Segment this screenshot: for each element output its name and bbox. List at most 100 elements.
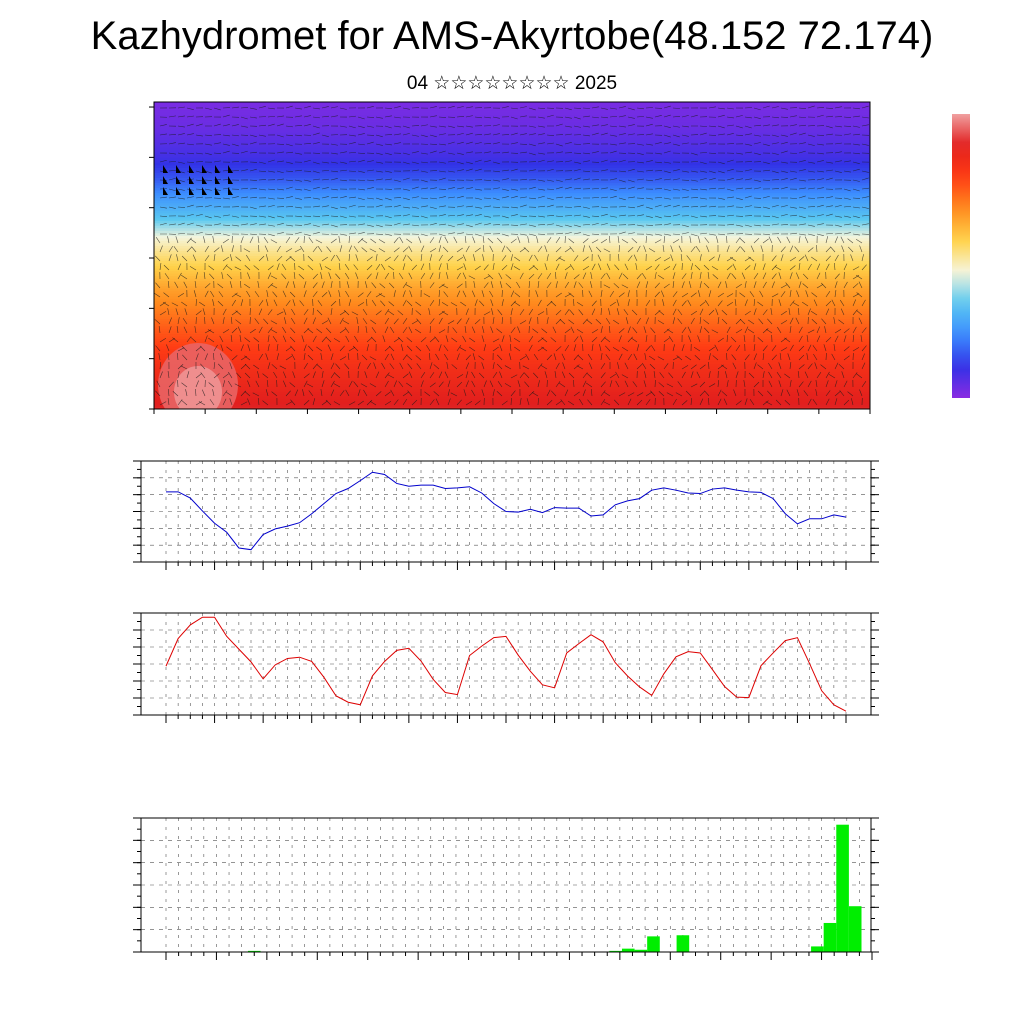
wind-barb — [555, 232, 563, 235]
wind-barb — [675, 392, 683, 397]
wind-barb — [418, 236, 422, 244]
wind-barb — [636, 224, 644, 227]
wind-barb — [472, 353, 476, 361]
wind-barb — [208, 382, 215, 388]
wind-barb — [443, 345, 449, 352]
wind-barb — [249, 107, 257, 110]
temperature-wind-cross-section — [149, 101, 871, 414]
temperature-band — [154, 385, 870, 390]
wind-barb — [514, 292, 521, 298]
precip-bar — [836, 824, 849, 952]
wind-barb — [321, 400, 328, 406]
wind-barb — [621, 284, 629, 289]
wind-barb — [663, 204, 671, 208]
wind-barb — [561, 353, 566, 361]
wind-barb — [222, 143, 230, 146]
wind-barb — [621, 239, 629, 244]
wind-barb — [497, 381, 503, 388]
wind-barb — [726, 205, 734, 208]
wind-barb — [609, 380, 613, 388]
wind-barb — [582, 245, 585, 253]
wind-barb — [159, 159, 167, 163]
wind-barb — [456, 141, 464, 145]
wind-barb — [222, 224, 231, 226]
wind-barb — [726, 293, 734, 298]
wind-barb — [366, 273, 372, 280]
wind-barb — [195, 152, 203, 155]
wind-barb — [644, 353, 647, 361]
wind-barb — [402, 133, 410, 136]
wind-barb — [347, 353, 350, 361]
wind-barb — [789, 272, 793, 280]
wind-barb — [361, 238, 368, 244]
wind-barb — [685, 355, 692, 361]
wind-barb — [240, 187, 248, 190]
wind-barb — [312, 282, 318, 289]
wind-barb — [573, 161, 581, 164]
wind-barb — [546, 223, 554, 226]
wind-barb — [384, 380, 389, 388]
wind-barb — [798, 187, 806, 190]
wind-barb — [780, 291, 786, 298]
wind-barb — [472, 236, 476, 244]
wind-barb — [830, 246, 836, 253]
wind-barb — [177, 142, 185, 145]
wind-barb — [423, 293, 431, 298]
wind-barb — [181, 400, 188, 406]
flag-barb — [202, 165, 207, 173]
temperature-band — [154, 227, 870, 231]
wind-barb — [798, 179, 806, 182]
wind-barb — [201, 389, 206, 397]
wind-barb — [861, 215, 869, 217]
wind-barb — [344, 327, 350, 334]
wind-barb — [294, 115, 302, 118]
wind-barb — [785, 282, 791, 289]
wind-barb — [384, 134, 393, 136]
wind-barb — [264, 245, 269, 253]
wind-barb — [294, 169, 302, 172]
wind-barb — [159, 311, 167, 316]
wind-barb — [591, 170, 600, 172]
wind-barb — [546, 204, 554, 208]
wind-barb — [303, 233, 311, 236]
wind-barb — [582, 107, 591, 109]
wind-barb — [537, 233, 546, 235]
wind-barb — [747, 328, 755, 334]
wind-barb — [717, 170, 725, 174]
wind-barb — [744, 265, 751, 271]
wind-barb — [780, 254, 784, 262]
wind-barb — [600, 116, 608, 119]
wind-barb — [415, 355, 422, 361]
wind-barb — [255, 380, 260, 388]
wind-barb — [375, 152, 383, 155]
wind-barb — [501, 317, 504, 325]
wind-barb — [447, 380, 451, 388]
wind-barb — [717, 380, 720, 388]
wind-barb — [492, 389, 495, 397]
temperature-band — [154, 330, 870, 335]
wind-barb — [537, 188, 545, 191]
wind-barb — [270, 329, 278, 334]
wind-barb — [717, 107, 725, 110]
temperature-band — [154, 405, 870, 409]
wind-barb — [249, 328, 256, 334]
wind-barb — [582, 389, 586, 397]
wind-barb — [715, 236, 719, 244]
wind-barb — [366, 160, 374, 163]
wind-barb — [267, 123, 275, 127]
wind-barb — [312, 273, 319, 280]
wind-barb — [636, 107, 644, 110]
wind-barb — [569, 264, 575, 271]
wind-barb — [546, 168, 554, 172]
wind-barb — [258, 245, 260, 253]
wind-barb — [621, 346, 629, 352]
wind-barb — [481, 290, 485, 298]
temperature-band — [154, 325, 870, 329]
wind-barb — [282, 335, 287, 343]
wind-barb — [375, 161, 383, 164]
wind-barb — [194, 281, 197, 289]
wind-barb — [438, 107, 446, 109]
wind-barb — [576, 329, 584, 334]
wind-barb — [330, 281, 333, 289]
wind-barb — [388, 301, 395, 307]
